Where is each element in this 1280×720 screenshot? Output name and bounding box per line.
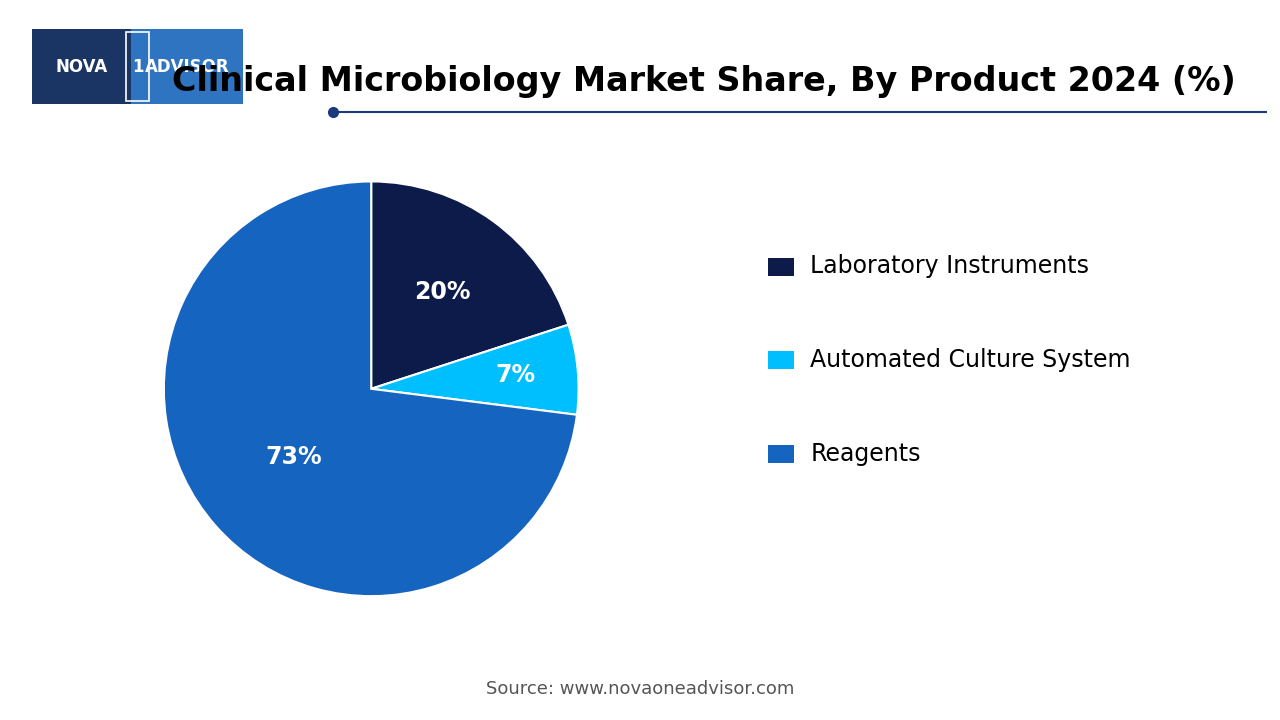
- Text: Clinical Microbiology Market Share, By Product 2024 (%): Clinical Microbiology Market Share, By P…: [172, 65, 1236, 98]
- Text: Laboratory Instruments: Laboratory Instruments: [810, 254, 1089, 279]
- Text: Reagents: Reagents: [810, 441, 920, 466]
- Text: Source: www.novaoneadvisor.com: Source: www.novaoneadvisor.com: [486, 680, 794, 698]
- Text: 1: 1: [132, 58, 143, 76]
- Text: 7%: 7%: [495, 363, 536, 387]
- Wedge shape: [371, 181, 568, 389]
- Wedge shape: [371, 325, 579, 415]
- Bar: [125, 32, 150, 102]
- Text: NOVA: NOVA: [55, 58, 108, 76]
- Bar: [32, 29, 132, 104]
- Text: ADVISOR: ADVISOR: [145, 58, 229, 76]
- Bar: [132, 29, 243, 104]
- Text: Automated Culture System: Automated Culture System: [810, 348, 1130, 372]
- Text: 20%: 20%: [413, 279, 470, 304]
- Text: 73%: 73%: [265, 446, 321, 469]
- Wedge shape: [164, 181, 577, 596]
